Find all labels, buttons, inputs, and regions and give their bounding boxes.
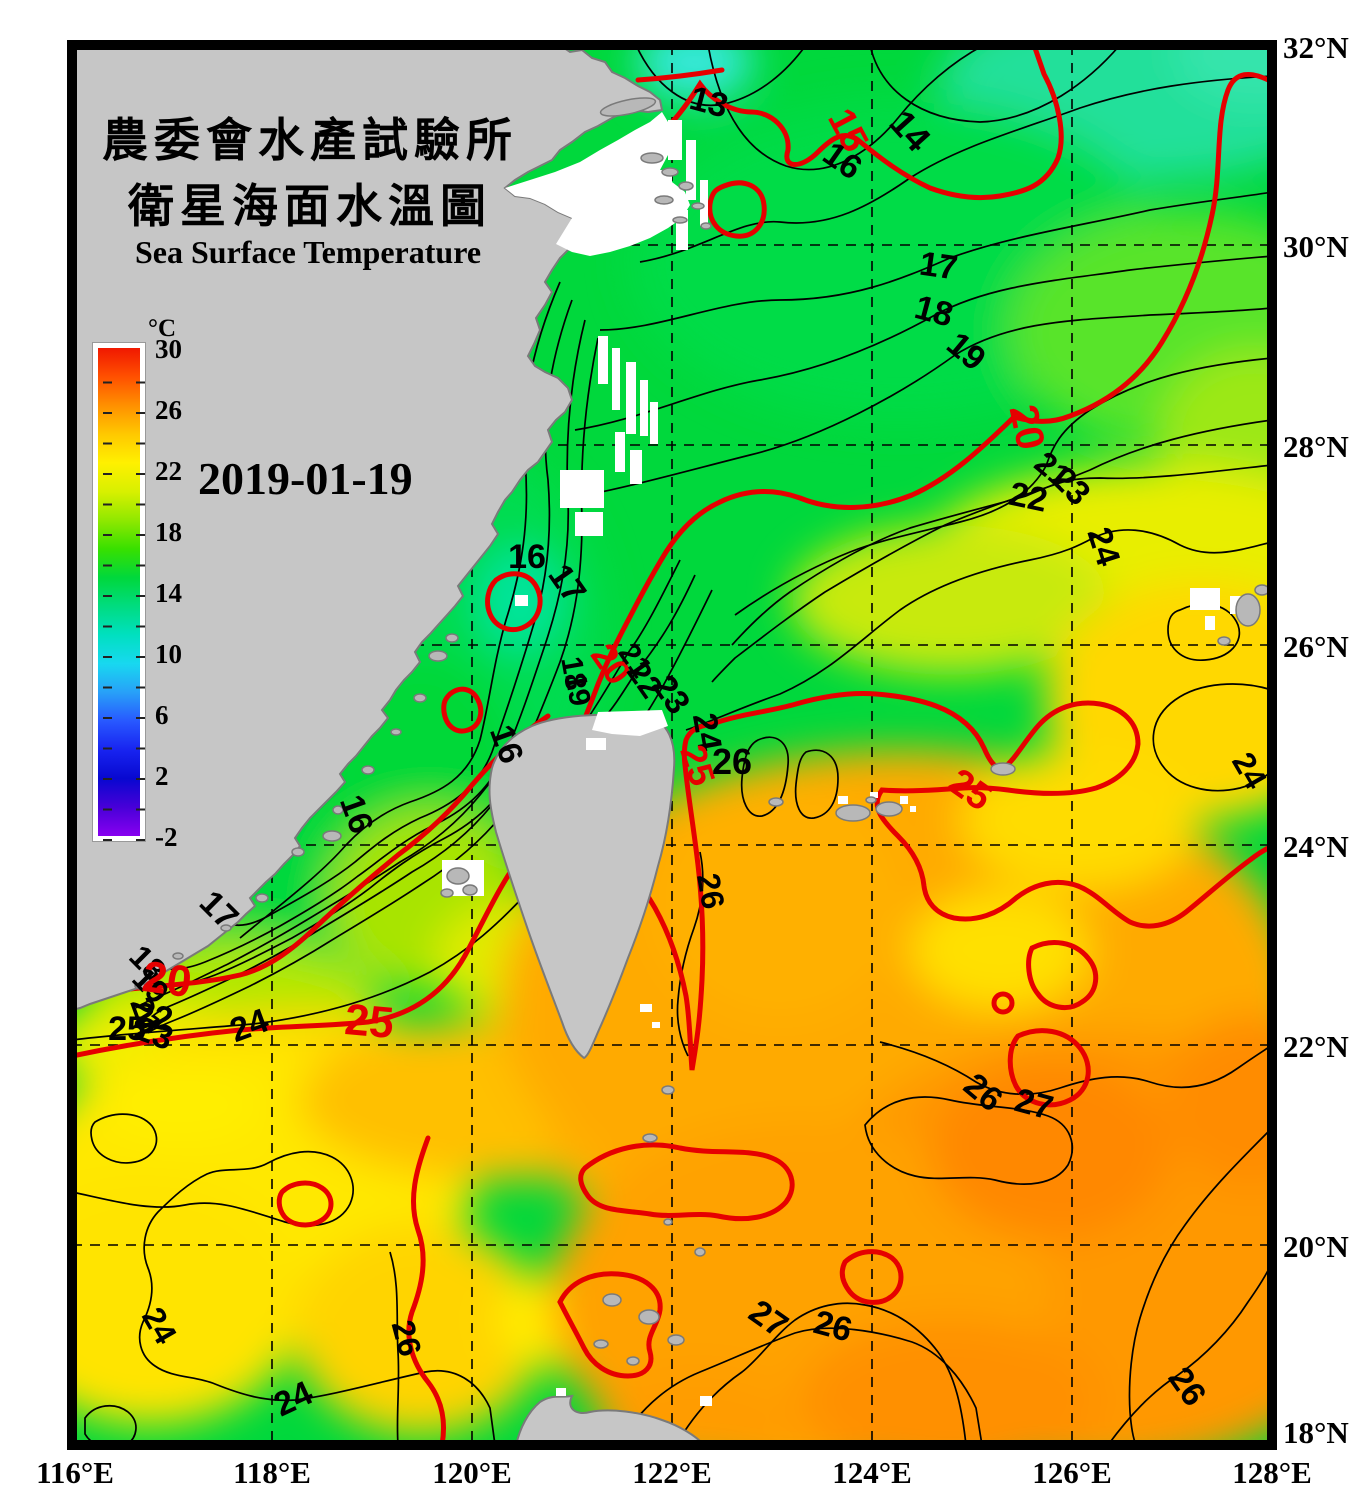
colorbar-tick-label: 14 — [155, 578, 182, 608]
taiwan-island — [488, 713, 676, 1060]
date-label: 2019-01-19 — [198, 453, 413, 504]
contour-label: 17 — [917, 245, 960, 288]
contour-label: 22 — [1006, 475, 1051, 520]
map-frame — [67, 40, 1277, 1450]
contour-label: 25 — [343, 995, 396, 1048]
y-axis-label: 24°N — [1283, 829, 1349, 864]
colorbar-ticks-left — [103, 353, 112, 841]
colorbar-unit: °C — [148, 315, 177, 342]
colorbar-tick-label: 30 — [155, 334, 182, 364]
islets — [134, 97, 1270, 1366]
x-axis-label: 118°E — [233, 1455, 311, 1490]
x-axis-label: 128°E — [1232, 1455, 1312, 1490]
contour-label: 20 — [139, 952, 194, 1007]
y-axis-label: 26°N — [1283, 629, 1349, 664]
colorbar-tick-label: 18 — [155, 517, 182, 547]
contour-label: 20 — [1001, 401, 1053, 454]
colorbar-tick-label: 22 — [155, 456, 182, 486]
contour-label: 16 — [508, 538, 546, 576]
colorbar-tick-label: 10 — [155, 639, 182, 669]
land — [72, 45, 706, 1445]
x-axis-label: 124°E — [832, 1455, 912, 1490]
contour-label: 18 — [554, 654, 592, 693]
y-axis-label: 28°N — [1283, 429, 1349, 464]
y-axis-label: 18°N — [1283, 1415, 1349, 1450]
y-axis-label: 32°N — [1283, 30, 1349, 65]
x-axis-label: 116°E — [36, 1455, 114, 1490]
colorbar: °C 30 26 22 18 14 10 6 2 -2 — [92, 315, 213, 852]
contour-label: 24 — [685, 710, 729, 754]
x-axis-label: 122°E — [632, 1455, 712, 1490]
y-axis-label: 22°N — [1283, 1029, 1349, 1064]
colorbar-tick-label: -2 — [155, 822, 178, 852]
colorbar-tick-label: 6 — [155, 700, 169, 730]
luzon-island — [514, 1394, 706, 1445]
contour-label: 19 — [558, 670, 596, 709]
colorbar-tick-label: 26 — [155, 395, 182, 425]
colorbar-ticks-right — [136, 353, 145, 841]
contour-label: 26 — [712, 741, 752, 782]
title-zh-line2: 衛星海面水溫圖 — [128, 181, 492, 232]
y-axis-label: 30°N — [1283, 229, 1349, 264]
contour-label: 26 — [690, 870, 732, 911]
colorbar-bar — [92, 342, 146, 842]
title-zh-line1: 農委會水產試驗所 — [102, 115, 518, 166]
x-axis-label: 120°E — [432, 1455, 512, 1490]
china-mainland — [72, 45, 664, 1012]
x-axis-label: 126°E — [1032, 1455, 1112, 1490]
title-en: Sea Surface Temperature — [134, 234, 482, 270]
y-axis-label: 20°N — [1283, 1229, 1349, 1264]
no-data-patches — [442, 112, 1252, 1406]
contour-label: 25 — [108, 1010, 146, 1048]
colorbar-tick-label: 2 — [155, 761, 169, 791]
contour-label: 22 — [132, 995, 176, 1039]
